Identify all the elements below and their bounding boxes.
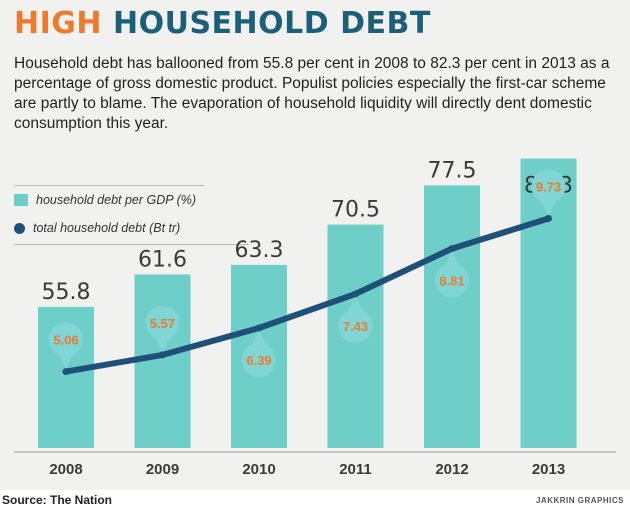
line-value-label: 5.06 [53, 333, 78, 348]
marker-bubble [242, 343, 276, 378]
line-value-label: 6.39 [246, 353, 271, 368]
bar-value-label: 63.3 [235, 238, 284, 263]
bar-value-label: 61.6 [138, 247, 187, 272]
line-point [448, 245, 456, 253]
chart-title: HIGH HOUSEHOLD DEBT [14, 6, 431, 41]
x-tick-label: 2008 [49, 461, 82, 478]
title-main: HOUSEHOLD DEBT [112, 6, 431, 41]
line-series-total-debt [63, 215, 552, 375]
line-point [545, 214, 552, 222]
x-tick-label: 2013 [532, 461, 565, 478]
chart-plot: 55.8 2008 61.6 2009 63.3 2010 70.5 2011 77.5 2012… [14, 158, 616, 478]
marker-bubble [531, 169, 566, 204]
source-note: Source: The Nation [2, 493, 113, 507]
x-tick-label: 2011 [339, 461, 372, 478]
line-value-label: 9.73 [536, 179, 561, 194]
marker-bubble [338, 308, 373, 343]
line-point [159, 351, 166, 359]
marker-bubble [49, 322, 83, 357]
legend-item-bars: household debt per GDP (%) [14, 193, 196, 207]
bar-swatch-icon [14, 194, 28, 206]
line-value-label: 7.43 [343, 319, 368, 334]
legend-divider-bottom [14, 244, 249, 245]
marker-bubble [145, 305, 180, 340]
line-point [352, 290, 359, 298]
line-value-label: 5.57 [150, 316, 175, 331]
marker-bubble [435, 263, 469, 298]
bar-value-label: 70.5 [331, 198, 380, 223]
x-tick-label: 2012 [435, 461, 468, 478]
line-point [62, 368, 70, 376]
line-point [255, 324, 263, 332]
legend-bar-label: household debt per GDP (%) [36, 193, 197, 207]
graphics-credit: JAKKRIN GRAPHICS [535, 496, 624, 505]
title-highlight: HIGH [14, 6, 103, 41]
bar-2009 [134, 274, 191, 448]
line-value-label: 8.81 [439, 274, 464, 289]
legend-divider-top [14, 185, 204, 186]
x-tick-label: 2009 [146, 461, 179, 478]
legend-line-label: total household debt (Bt tr) [33, 221, 181, 235]
bar-value-label: 77.5 [428, 158, 477, 183]
legend-item-line: total household debt (Bt tr) [14, 221, 180, 235]
bar-value-label: 55.8 [42, 280, 91, 305]
chart-description: Household debt has ballooned from 55.8 p… [14, 55, 610, 132]
x-tick-label: 2010 [242, 461, 275, 478]
bar-2012 [424, 185, 480, 448]
line-dot-icon [14, 222, 25, 234]
